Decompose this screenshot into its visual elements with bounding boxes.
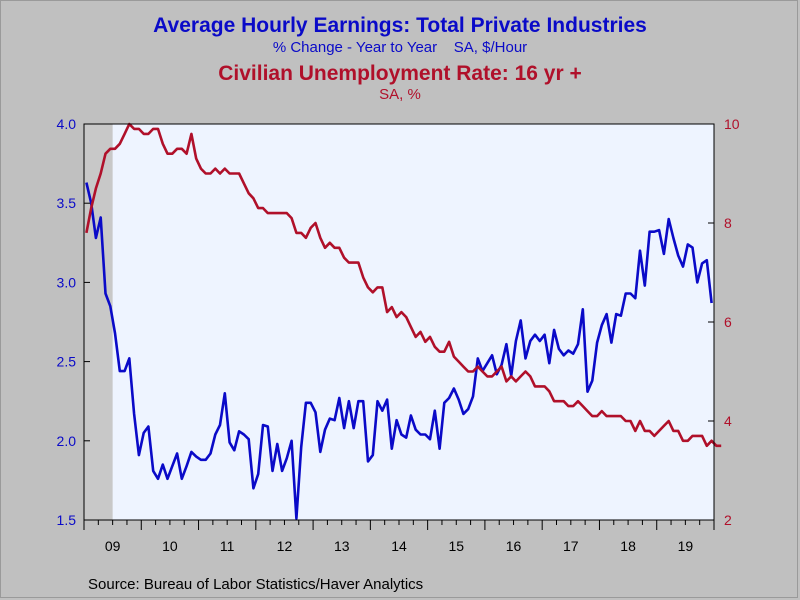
x-axis-tick-label: 16 [506,538,522,554]
x-axis-tick-label: 10 [162,538,178,554]
left-axis-tick-label: 2.0 [57,433,77,449]
left-axis-tick-label: 1.5 [57,512,77,528]
left-axis-tick-label: 3.0 [57,274,77,290]
right-axis-tick-label: 4 [724,413,732,429]
left-axis-tick-label: 2.5 [57,354,77,370]
unemployment-series-title: Civilian Unemployment Rate: 16 yr + [218,62,582,85]
earnings-series-subtitle: % Change - Year to Year SA, $/Hour [272,39,528,56]
unemployment-series-subtitle: SA, % [379,86,421,103]
right-axis-tick-label: 2 [724,512,732,528]
x-axis-tick-label: 15 [448,538,464,554]
earnings-series-title: Average Hourly Earnings: Total Private I… [153,14,647,37]
earnings-series-line [85,182,713,520]
series-layer [85,122,722,520]
right-axis-tick-label: 8 [724,215,732,231]
x-axis-tick-label: 14 [391,538,407,554]
x-axis-tick-label: 17 [563,538,579,554]
left-axis-tick-label: 3.5 [57,195,77,211]
source-note: Source: Bureau of Labor Statistics/Haver… [88,576,424,593]
right-axis-tick-label: 6 [724,314,732,330]
axes-layer: 1.5 2.0 2.5 3.0 3.5 4.0 2 4 6 8 10 09 10 11 12 13 14 15 16… [57,116,740,554]
x-axis-tick-label: 13 [334,538,350,554]
right-axis-tick-label: 10 [724,116,740,132]
unemployment-series-line [85,122,722,448]
x-axis-tick-label: 18 [620,538,636,554]
x-axis-tick-label: 19 [678,538,694,554]
x-axis-tick-label: 09 [105,538,121,554]
x-axis-tick-label: 12 [277,538,293,554]
left-axis-tick-label: 4.0 [57,116,77,132]
x-axis-tick-label: 11 [220,538,235,554]
